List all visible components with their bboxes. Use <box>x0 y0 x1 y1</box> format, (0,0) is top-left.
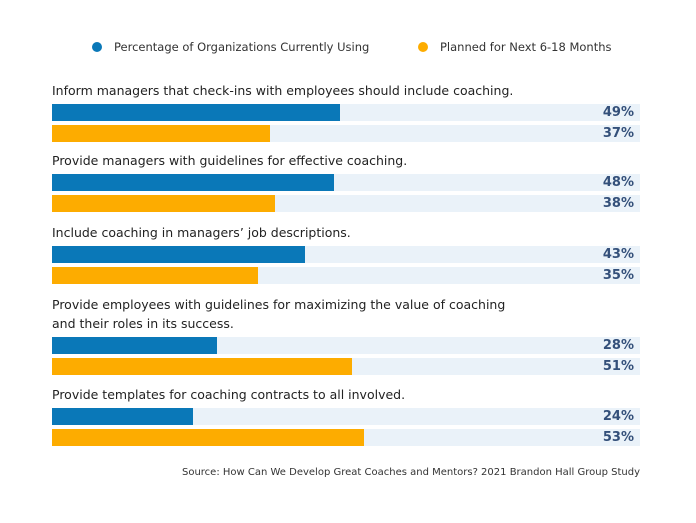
bar-track: 35% <box>52 267 640 284</box>
bar-group: Provide templates for coaching contracts… <box>52 385 640 446</box>
bar-track: 49% <box>52 104 640 121</box>
category-label-line: Inform managers that check-ins with empl… <box>52 83 514 98</box>
bar-track: 43% <box>52 246 640 263</box>
legend-item-planned: Planned for Next 6-18 Months <box>418 40 612 54</box>
data-label: 51% <box>602 359 634 374</box>
data-label: 24% <box>602 409 634 424</box>
category-label: Provide managers with guidelines for eff… <box>52 151 640 170</box>
bar-track: 53% <box>52 429 640 446</box>
bar-track: 37% <box>52 125 640 142</box>
bar-group: Inform managers that check-ins with empl… <box>52 81 640 142</box>
category-label: Include coaching in managers’ job descri… <box>52 223 640 242</box>
legend-item-current: Percentage of Organizations Currently Us… <box>92 40 369 54</box>
category-label-line: Provide templates for coaching contracts… <box>52 387 406 402</box>
bar-current <box>52 246 305 263</box>
bar-track: 38% <box>52 195 640 212</box>
legend-swatch-current <box>92 42 102 52</box>
data-label: 38% <box>602 196 634 211</box>
legend-label-planned: Planned for Next 6-18 Months <box>440 40 612 54</box>
legend-label-current: Percentage of Organizations Currently Us… <box>114 40 370 54</box>
bar-group: Provide managers with guidelines for eff… <box>52 151 640 212</box>
source-note: Source: How Can We Develop Great Coaches… <box>181 467 640 478</box>
bar-group: Include coaching in managers’ job descri… <box>52 223 640 284</box>
category-label-line: Provide managers with guidelines for eff… <box>52 153 408 168</box>
bar-track: 28% <box>52 337 640 354</box>
category-label-line: Provide employees with guidelines for ma… <box>52 297 506 312</box>
bar-planned <box>52 195 276 212</box>
bar-current <box>52 104 341 121</box>
bar-track: 24% <box>52 408 640 425</box>
bar-planned <box>52 358 352 375</box>
data-label: 48% <box>602 175 634 190</box>
bar-current <box>52 174 335 191</box>
data-label: 43% <box>602 247 634 262</box>
bar-track: 51% <box>52 358 640 375</box>
category-label: Inform managers that check-ins with empl… <box>52 81 640 100</box>
bar-current <box>52 337 217 354</box>
bar-planned <box>52 429 364 446</box>
data-label: 49% <box>602 105 634 120</box>
category-label: Provide employees with guidelines for ma… <box>52 295 640 333</box>
legend-swatch-planned <box>418 42 428 52</box>
data-label: 37% <box>602 126 634 141</box>
bar-planned <box>52 125 270 142</box>
bar-planned <box>52 267 258 284</box>
bar-track: 48% <box>52 174 640 191</box>
category-label-line: and their roles in its success. <box>52 316 234 331</box>
data-label: 35% <box>602 268 634 283</box>
category-label-line: Include coaching in managers’ job descri… <box>52 225 351 240</box>
category-label: Provide templates for coaching contracts… <box>52 385 640 404</box>
bar-current <box>52 408 194 425</box>
bar-group: Provide employees with guidelines for ma… <box>52 295 640 375</box>
data-label: 53% <box>602 430 634 445</box>
data-label: 28% <box>602 338 634 353</box>
